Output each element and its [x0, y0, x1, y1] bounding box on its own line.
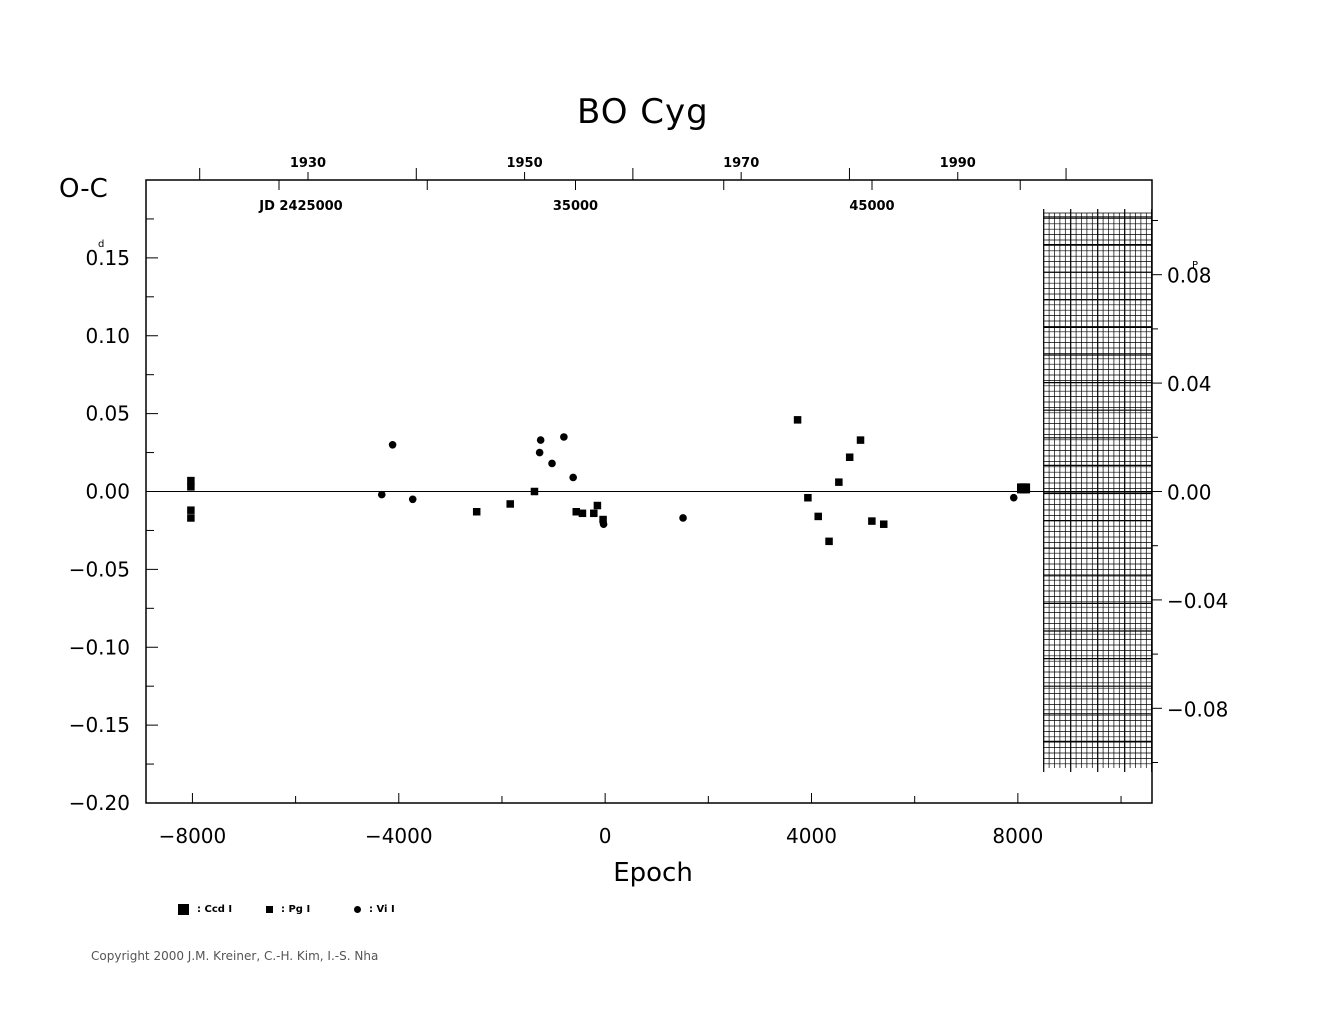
hatched-region-rulings: [1043, 209, 1153, 772]
data-point-vi: [548, 459, 556, 468]
data-point-pg: [599, 515, 607, 524]
year-tick-label: 1990: [940, 156, 976, 171]
y2-unit-mark: P: [1192, 260, 1198, 271]
legend-vi: : Vi I: [354, 904, 395, 915]
y-tick-label: 0.15: [85, 246, 130, 270]
y2-tick-label: −0.08: [1167, 697, 1228, 721]
year-tick-label: 1970: [723, 156, 759, 171]
data-point-pg: [879, 520, 888, 528]
data-point-pg: [845, 453, 854, 461]
legend-vi-marker: [354, 906, 361, 913]
y2-tick-label: −0.04: [1167, 589, 1228, 613]
data-point-vi: [535, 448, 544, 457]
data-point-pg: [572, 507, 581, 516]
data-point-ccd: [1020, 483, 1031, 494]
data-point-pg: [814, 512, 822, 521]
chart-title: BO Cyg: [577, 92, 709, 132]
data-point-pg: [472, 507, 481, 516]
jd-tick-label: 35000: [553, 199, 598, 214]
data-point-vi: [536, 436, 545, 444]
x-tick-label: 8000: [992, 824, 1043, 848]
data-point-pg: [187, 476, 195, 485]
data-point-pg: [187, 506, 195, 514]
data-point-pg: [825, 537, 833, 546]
y2-tick-label: 0.04: [1167, 372, 1212, 396]
data-point-pg: [804, 493, 812, 502]
data-point-pg: [868, 517, 876, 525]
data-point-pg: [590, 509, 598, 518]
y2-tick-label: 0.08: [1167, 264, 1212, 288]
data-point-vi: [377, 490, 386, 499]
y-tick-label: −0.10: [69, 635, 130, 659]
data-point-pg: [506, 500, 514, 508]
y-tick-label: −0.15: [69, 713, 130, 737]
year-tick-label: 1930: [290, 156, 326, 171]
legend-ccd-marker: [178, 904, 189, 915]
y-axis-label: O-C: [59, 174, 108, 204]
data-point-vi: [560, 433, 568, 441]
data-point-pg: [793, 416, 802, 424]
legend-ccd-label: : Ccd I: [197, 904, 233, 915]
legend-ccd: : Ccd I: [178, 904, 232, 915]
y-tick-label: 0.05: [85, 402, 130, 426]
y-unit-mark: d: [98, 239, 104, 250]
data-point-vi: [1009, 493, 1018, 502]
data-point-pg: [578, 509, 587, 518]
copyright-note: Copyright 2000 J.M. Kreiner, C.-H. Kim, …: [91, 949, 379, 963]
y-tick-label: −0.05: [69, 557, 130, 581]
data-point-vi: [569, 473, 577, 482]
legend-vi-label: : Vi I: [369, 904, 395, 915]
data-point-vi: [388, 440, 397, 449]
legend-pg: : Pg I: [266, 904, 310, 915]
x-axis-label: Epoch: [613, 858, 693, 888]
data-point-pg: [187, 514, 195, 522]
y-tick-label: −0.20: [69, 791, 130, 815]
jd-tick-label: JD 2425000: [258, 199, 342, 214]
data-point-pg: [856, 436, 865, 444]
x-tick-label: 4000: [786, 824, 837, 848]
data-point-vi: [599, 520, 608, 529]
legend-pg-marker: [266, 906, 273, 913]
data-point-pg: [593, 501, 602, 510]
data-point-pg: [530, 487, 539, 496]
y2-tick-label: 0.00: [1167, 481, 1212, 505]
legend-pg-label: : Pg I: [281, 904, 311, 915]
data-point-vi: [408, 495, 417, 504]
x-tick-label: −4000: [365, 824, 433, 848]
data-point-vi: [679, 514, 687, 522]
y-tick-label: 0.00: [85, 480, 130, 504]
data-point-pg: [187, 483, 195, 491]
data-point-pg: [835, 478, 843, 486]
x-tick-label: 0: [599, 824, 612, 848]
x-tick-label: −8000: [159, 824, 227, 848]
jd-tick-label: 45000: [849, 199, 894, 214]
year-tick-label: 1950: [506, 156, 542, 171]
y-tick-label: 0.10: [85, 324, 130, 348]
